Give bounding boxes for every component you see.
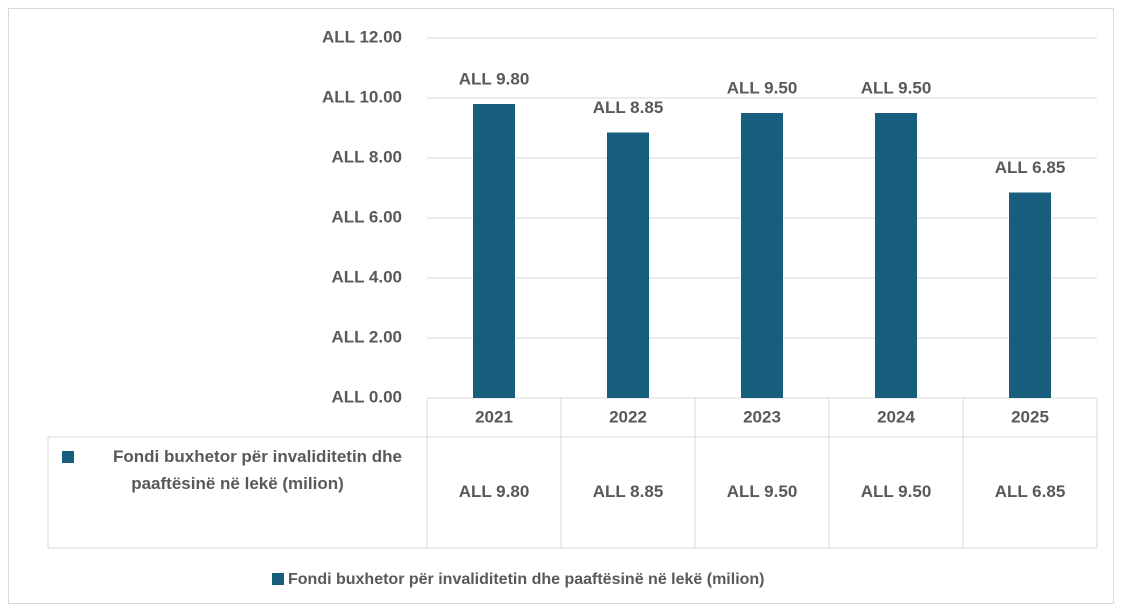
y-tick-label: ALL 8.00 — [331, 147, 402, 166]
y-tick-label: ALL 12.00 — [322, 27, 402, 46]
data-label: ALL 9.50 — [727, 78, 798, 97]
table-value: ALL 9.50 — [861, 482, 932, 501]
bar — [473, 104, 515, 398]
x-tick-label: 2025 — [1011, 407, 1049, 426]
bar — [1009, 192, 1051, 398]
y-tick-label: ALL 6.00 — [331, 207, 402, 226]
legend-key — [272, 573, 284, 585]
x-tick-label: 2024 — [877, 407, 915, 426]
data-label: ALL 6.85 — [995, 158, 1066, 177]
bar — [875, 113, 917, 398]
table-value: ALL 8.85 — [593, 482, 664, 501]
y-tick-label: ALL 10.00 — [322, 87, 402, 106]
table-value: ALL 9.50 — [727, 482, 798, 501]
table-legend-key — [62, 451, 74, 463]
y-tick-label: ALL 2.00 — [331, 327, 402, 346]
x-tick-label: 2023 — [743, 407, 781, 426]
x-tick-label: 2021 — [475, 407, 513, 426]
x-tick-label: 2022 — [609, 407, 647, 426]
bar — [741, 113, 783, 398]
table-legend-text: Fondi buxhetor për invaliditetin dhe paa… — [112, 447, 402, 493]
data-label: ALL 8.85 — [593, 98, 664, 117]
data-label: ALL 9.50 — [861, 78, 932, 97]
table-value: ALL 9.80 — [459, 482, 530, 501]
table-legend: Fondi buxhetor për invaliditetin dhe paa… — [112, 447, 402, 493]
y-tick-label: ALL 0.00 — [331, 387, 402, 406]
data-label: ALL 9.80 — [459, 69, 530, 88]
bar — [607, 132, 649, 398]
y-tick-label: ALL 4.00 — [331, 267, 402, 286]
table-value: ALL 6.85 — [995, 482, 1066, 501]
legend-label: Fondi buxhetor për invaliditetin dhe paa… — [288, 571, 765, 588]
